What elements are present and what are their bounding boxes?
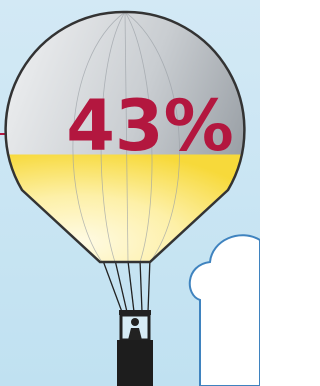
page: {"chart_data": {"type": "balloon-gauge",…	[0, 0, 260, 386]
basket	[117, 310, 153, 386]
balloon-infographic: 43%	[0, 0, 260, 386]
percent-label: 43%	[66, 85, 234, 167]
